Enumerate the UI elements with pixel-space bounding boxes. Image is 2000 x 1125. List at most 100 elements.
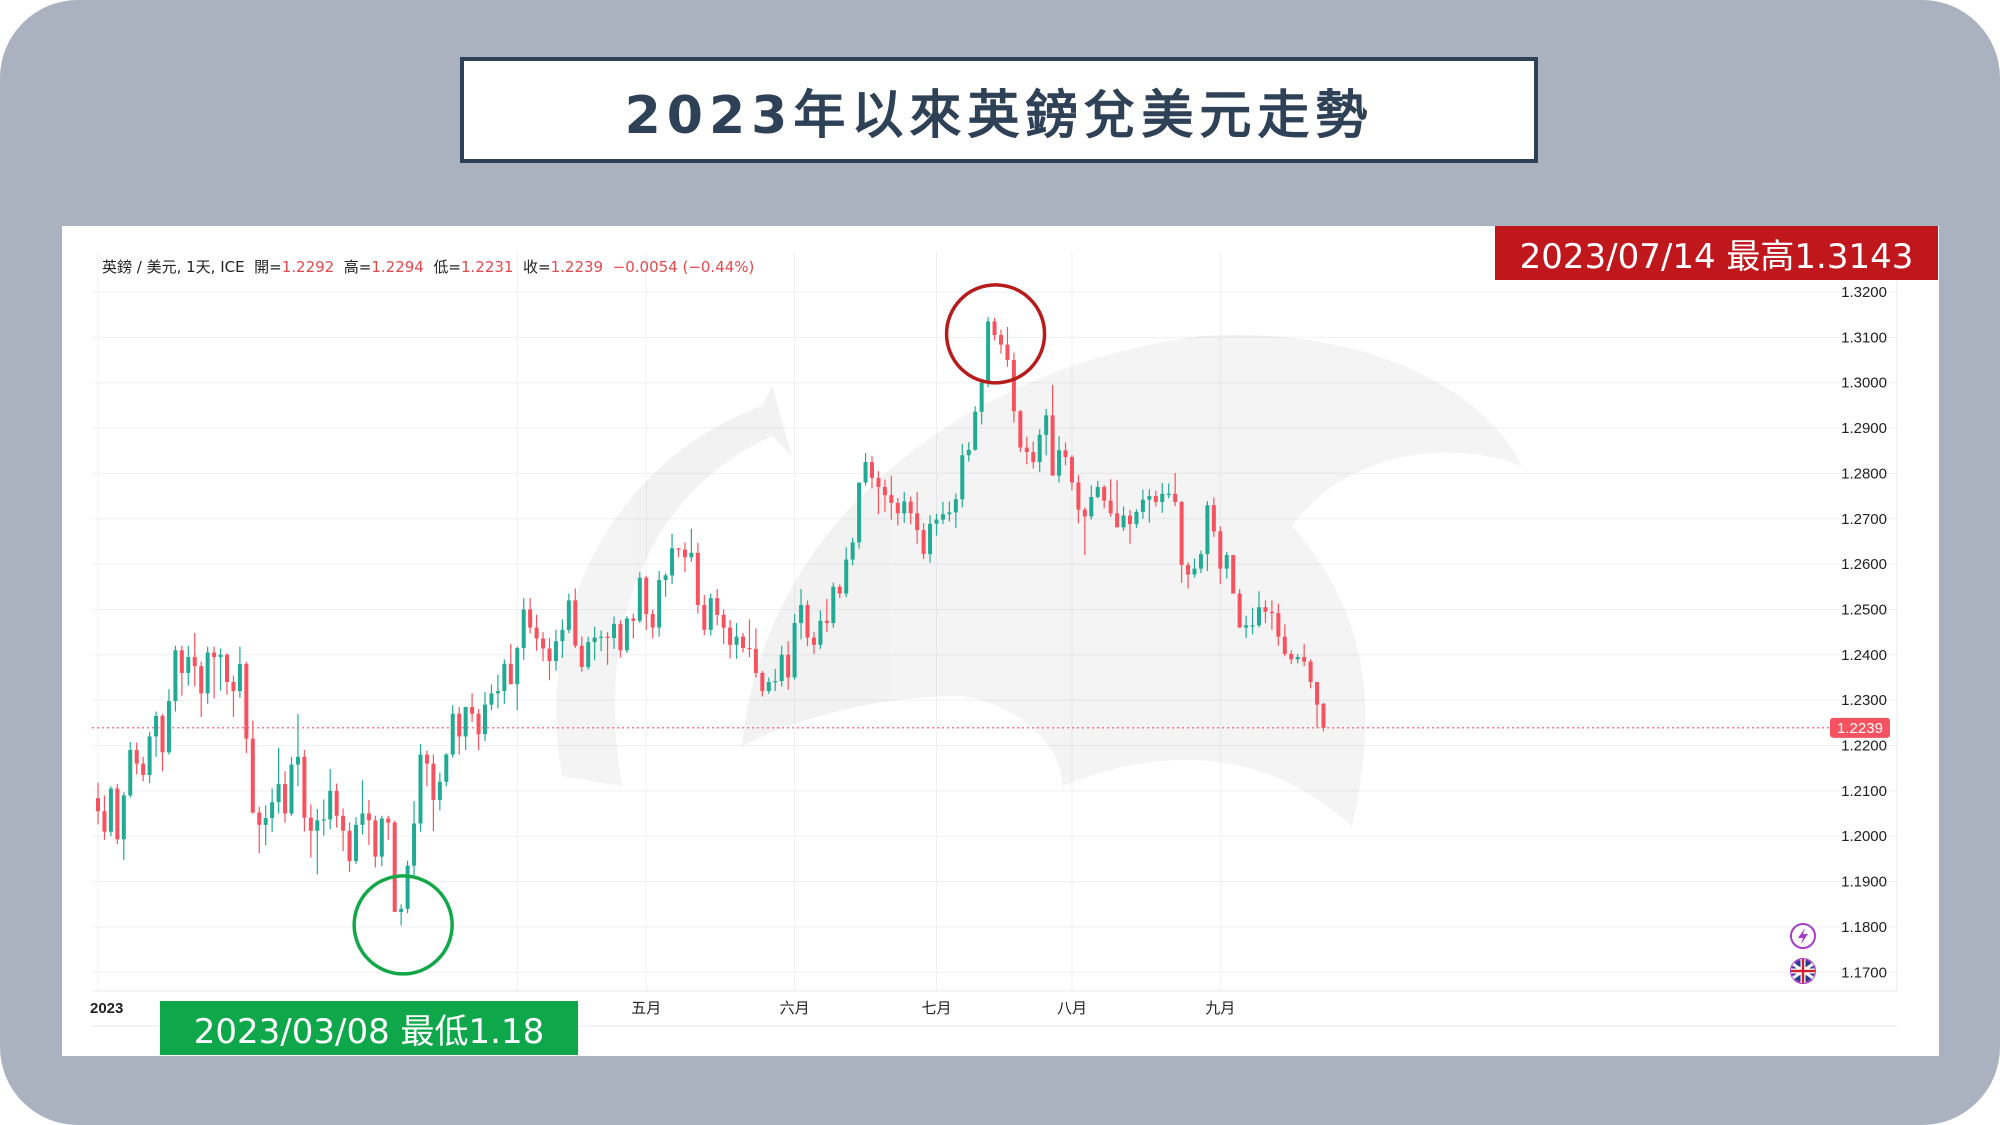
candle <box>225 652 229 695</box>
candle <box>173 645 178 712</box>
candle-body <box>1244 625 1249 628</box>
candle-body <box>979 382 984 412</box>
candle <box>902 491 907 523</box>
candle <box>1302 643 1307 667</box>
candle <box>334 783 339 828</box>
last-price-tag <box>1830 717 1890 738</box>
high-annotation: 2023/07/14 最高1.3143 <box>1495 226 1938 280</box>
uk-flag-icon[interactable] <box>1790 958 1816 984</box>
candle-body <box>1295 657 1300 660</box>
candle <box>824 599 829 633</box>
candle-body <box>560 629 565 642</box>
candle <box>1263 600 1268 624</box>
candle <box>160 713 165 772</box>
y-tick-label: 1.1700 <box>1841 964 1887 981</box>
candle-body <box>379 818 384 857</box>
candle <box>534 614 539 651</box>
candle <box>347 822 352 873</box>
candle-body <box>773 681 778 683</box>
candle-body <box>1050 415 1055 476</box>
candle-body <box>915 513 920 531</box>
close-value: 1.2239 <box>550 258 604 276</box>
candle <box>599 630 604 652</box>
candle-body <box>437 781 442 800</box>
candle-body <box>1166 493 1171 496</box>
candle <box>1153 490 1158 507</box>
candle <box>179 645 184 696</box>
candle <box>1076 475 1081 524</box>
candle <box>495 674 500 709</box>
candle <box>354 817 358 864</box>
candle-body <box>1269 611 1274 614</box>
candle-body <box>850 542 855 560</box>
ohlc-legend: 英鎊 / 美元, 1天, ICE 開=1.2292 高=1.2294 低=1.2… <box>102 256 754 277</box>
low-label: 低= <box>433 258 461 276</box>
candle-body <box>1179 501 1184 566</box>
candle-body <box>876 477 881 488</box>
x-tick-label: 八月 <box>1057 1000 1087 1017</box>
candle <box>1082 507 1087 556</box>
candle-body <box>682 549 687 558</box>
candle-body <box>128 750 133 796</box>
y-tick-label: 1.2500 <box>1841 601 1887 618</box>
candle <box>1057 436 1062 483</box>
candle <box>566 593 571 634</box>
candle <box>766 677 771 694</box>
candle-body <box>921 530 926 555</box>
candle-body <box>1250 625 1255 627</box>
candle <box>940 501 945 525</box>
candle-body <box>1121 515 1126 528</box>
candle <box>250 720 255 814</box>
candle <box>463 706 468 751</box>
candle <box>805 600 810 647</box>
chart-panel: 1.3200 1.3100 1.3000 1.2900 1.2800 1.2700 1.26… <box>62 226 1939 1056</box>
candle-body <box>786 654 791 678</box>
candle-body <box>618 623 623 651</box>
candle-body <box>250 738 255 813</box>
candle <box>753 628 758 678</box>
candle-body <box>96 798 100 812</box>
candle <box>341 808 346 852</box>
candle <box>1321 702 1326 732</box>
candle <box>121 792 126 860</box>
candle-body <box>405 865 410 909</box>
candle <box>1211 497 1216 537</box>
candle <box>618 620 623 658</box>
candle <box>928 515 933 563</box>
candle-body <box>289 764 294 814</box>
candle-body <box>960 455 965 500</box>
lightning-icon[interactable] <box>1790 923 1816 949</box>
candle <box>1224 551 1229 579</box>
candle-body <box>734 636 739 645</box>
low-value: 1.2231 <box>460 258 514 276</box>
candle-body <box>166 701 171 753</box>
candle-body <box>1115 513 1120 528</box>
candle <box>934 513 939 536</box>
candle-body <box>934 519 939 524</box>
candle <box>715 589 720 626</box>
candle <box>115 784 120 844</box>
candle <box>1140 489 1145 519</box>
candle-body <box>702 604 707 630</box>
candle-body <box>1289 653 1294 660</box>
candle-body <box>160 716 165 753</box>
candle <box>1134 509 1139 528</box>
candle <box>412 800 417 878</box>
candle <box>476 709 481 751</box>
candle-body <box>676 548 681 550</box>
candle <box>915 491 920 544</box>
candle-body <box>1160 493 1165 502</box>
candle <box>1147 489 1152 523</box>
candle-body <box>463 706 468 737</box>
candle <box>986 316 991 388</box>
candle-body <box>495 691 500 694</box>
candle-body <box>521 609 526 648</box>
candle <box>541 632 546 662</box>
candle <box>1205 501 1210 571</box>
candle-body <box>953 499 958 513</box>
candle <box>166 689 171 755</box>
candle-body <box>412 823 417 866</box>
candle <box>360 780 365 835</box>
candle-body <box>1024 447 1029 453</box>
candle <box>1282 624 1287 657</box>
